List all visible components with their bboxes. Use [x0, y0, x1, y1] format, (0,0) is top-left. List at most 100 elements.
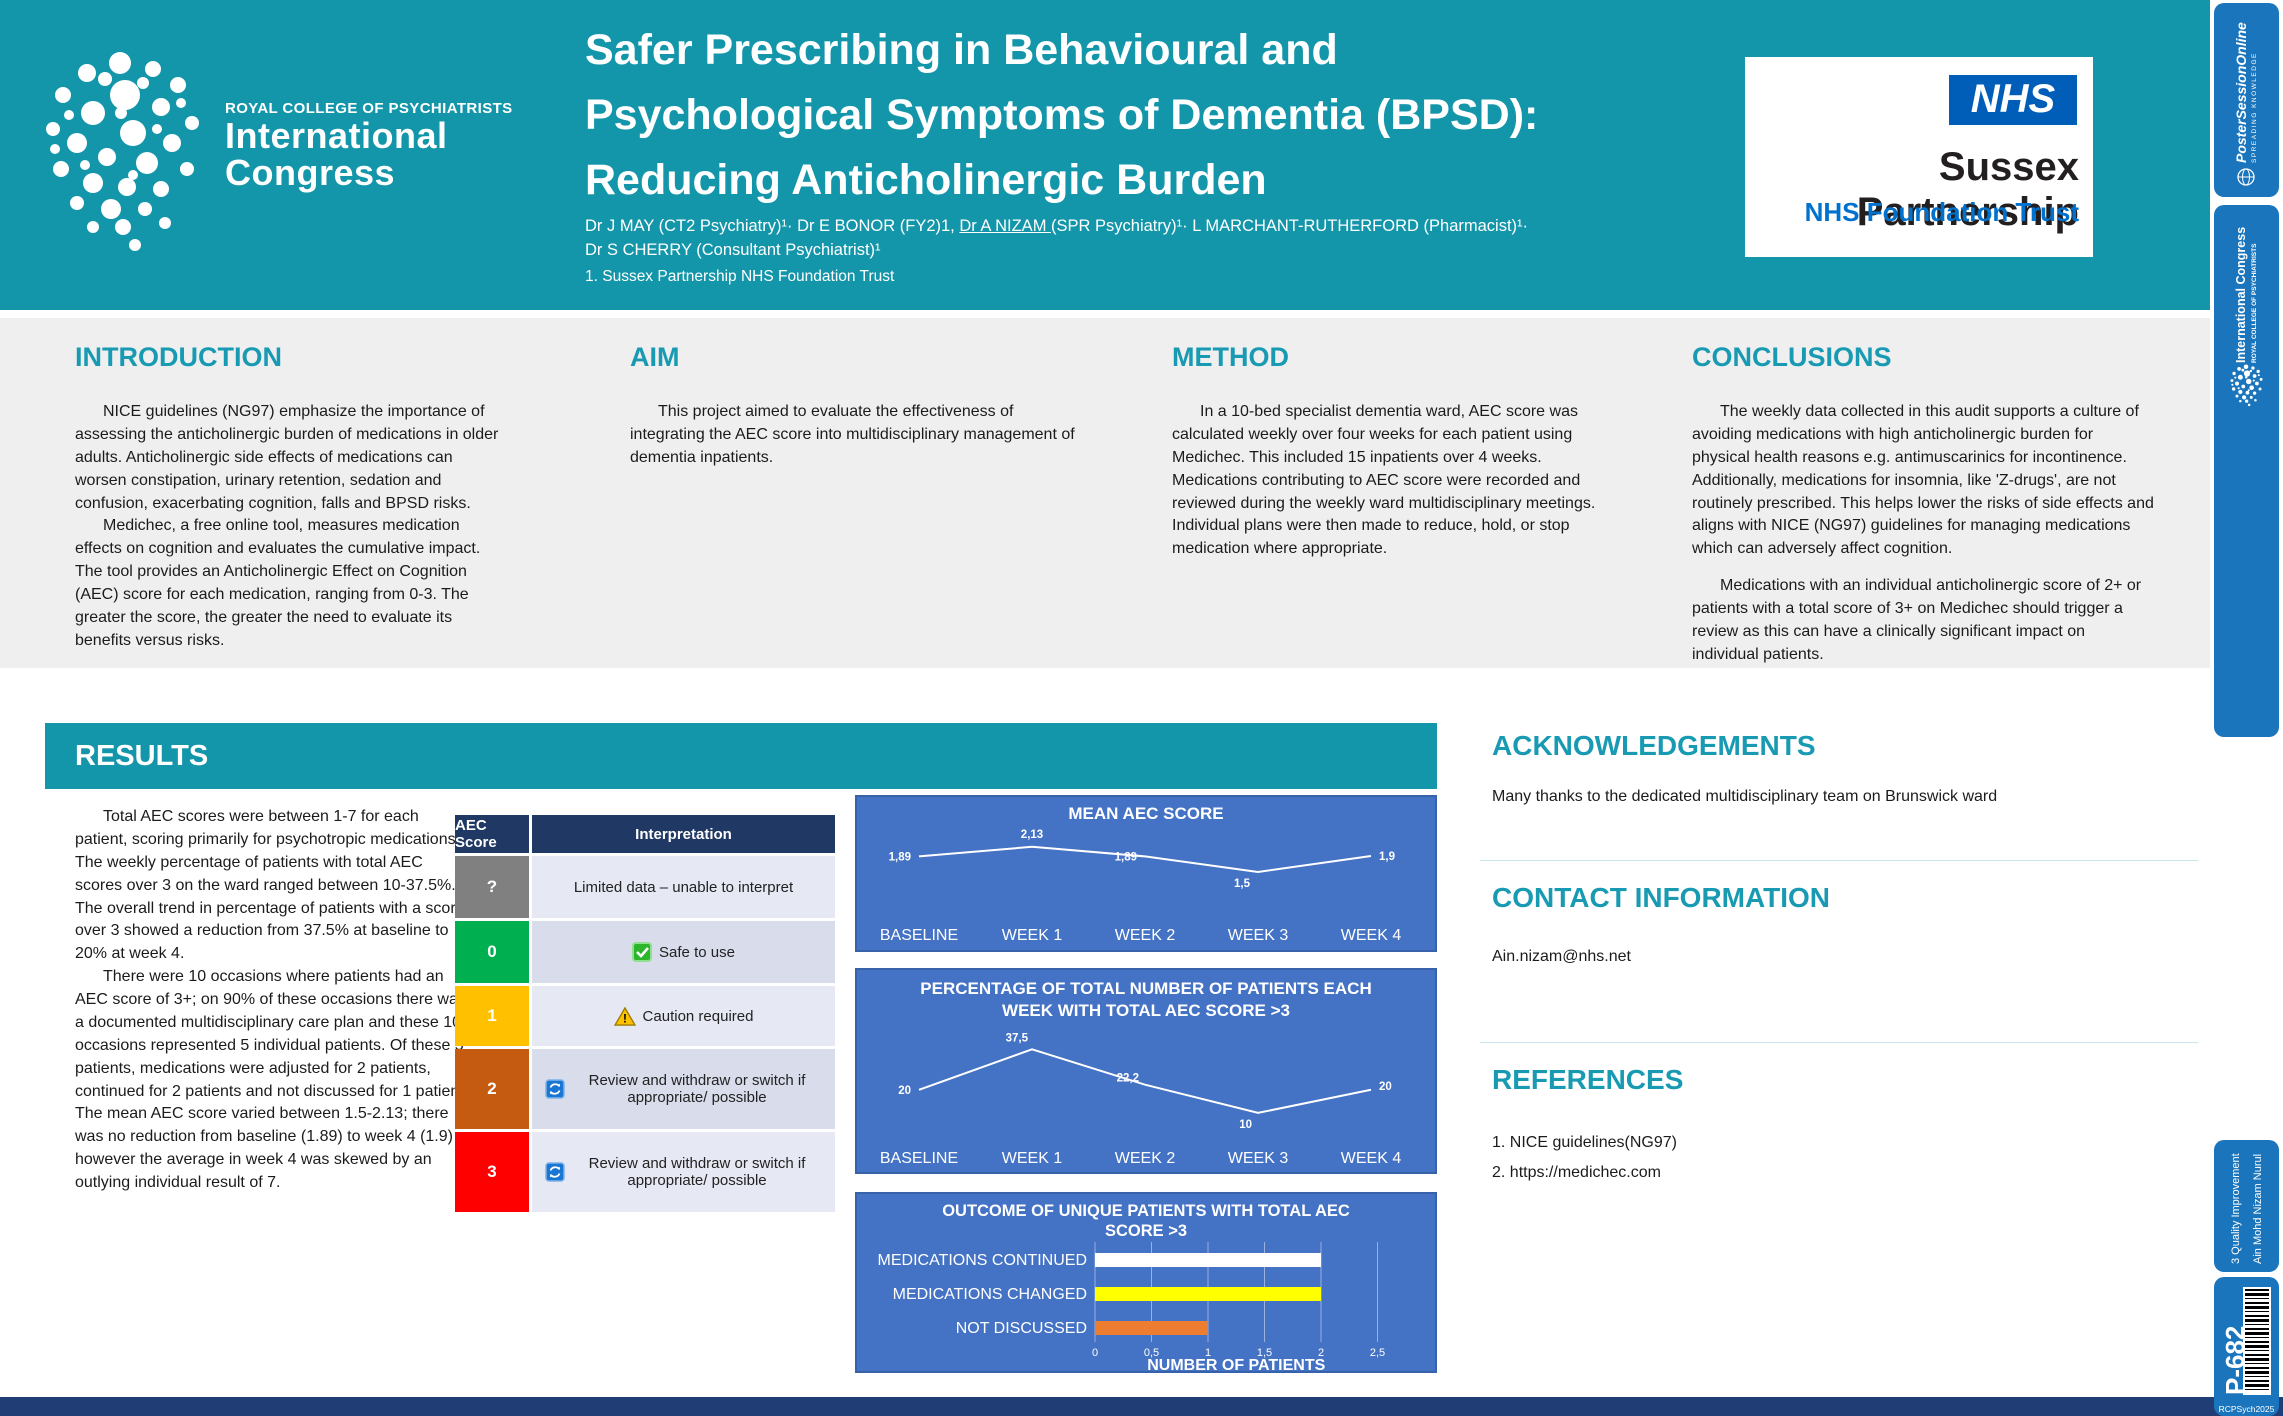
references-heading: REFERENCES [1492, 1064, 1684, 1095]
percentage-aec-over3-chart: PERCENTAGE OF TOTAL NUMBER OF PATIENTS E… [855, 968, 1437, 1174]
section-method: METHOD In a 10-bed specialist dementia w… [1172, 342, 1622, 561]
chart-title: WEEK WITH TOTAL AEC SCORE >3 [1002, 1001, 1290, 1020]
authors-line: Dr J MAY (CT2 Psychiatry)¹· Dr E BONOR (… [585, 214, 1735, 262]
data-point-label: 1,89 [1115, 851, 1137, 863]
results-heading-bar: RESULTS [45, 723, 1437, 789]
chart-canvas: OUTCOME OF UNIQUE PATIENTS WITH TOTAL AE… [878, 1202, 1386, 1374]
data-point-label: 1,9 [1379, 851, 1395, 863]
table-row: 3 Review and withdraw or switch if appro… [455, 1132, 835, 1212]
x-axis-tick-label: 1,5 [1257, 1347, 1272, 1359]
title-line-2: Psychological Symptoms of Dementia (BPSD… [585, 91, 1539, 139]
aec-score-cell: 0 [455, 921, 529, 983]
data-point-label: 1,89 [889, 851, 911, 863]
x-axis-label: WEEK 1 [1002, 1150, 1063, 1167]
data-point-label: 22,2 [1117, 1073, 1139, 1085]
congress-name-line2: Congress [225, 152, 396, 193]
x-axis-label: WEEK 3 [1228, 1150, 1289, 1167]
column-header-interpretation: Interpretation [532, 815, 835, 853]
title-line-1: Safer Prescribing in Behavioural and [585, 26, 1338, 74]
x-axis-title: NUMBER OF PATIENTS [1147, 1357, 1325, 1371]
check-icon [632, 942, 653, 962]
authors-line2: Dr S CHERRY (Consultant Psychiatrist)¹ [585, 241, 881, 259]
data-point-label: 20 [898, 1085, 911, 1097]
introduction-heading: INTRODUCTION [75, 342, 282, 372]
category-label: MEDICATIONS CONTINUED [878, 1252, 1087, 1269]
poster-number-badge: P-682 RCPSych2025 [2214, 1277, 2279, 1416]
authors-underlined: Dr A NIZAM [959, 217, 1052, 235]
congress-name-line1: International [225, 115, 448, 156]
x-axis-label: WEEK 4 [1341, 927, 1402, 944]
data-point-label: 2,13 [1021, 829, 1043, 841]
review-switch-icon [545, 1162, 565, 1182]
bar-medications-continued [1095, 1253, 1321, 1267]
chart-title: MEAN AEC SCORE [1068, 804, 1223, 823]
reference-item: 2. https://medichec.com [1492, 1164, 1661, 1181]
introduction-paragraph: NICE guidelines (NG97) emphasize the imp… [75, 403, 499, 512]
congress-brain-icon-small [2230, 364, 2263, 407]
table-row: 1 ! Caution required [455, 986, 835, 1046]
chart-title: PERCENTAGE OF TOTAL NUMBER OF PATIENTS E… [920, 979, 1371, 998]
column-header-aec-score: AEC Score [455, 815, 529, 853]
submitter-name: Ain Mohd Nizam Nurul [2251, 1153, 2264, 1264]
aec-score-cell: 3 [455, 1132, 529, 1212]
nhs-icon: NHS [1949, 75, 2077, 125]
contact-email: Ain.nizam@nhs.net [1492, 948, 1631, 965]
congress-college-label: ROYAL COLLEGE OF PSYCHIATRISTS [225, 100, 513, 117]
section-conclusions: CONCLUSIONS The weekly data collected in… [1692, 342, 2154, 667]
aec-score-cell: ? [455, 856, 529, 918]
x-axis-tick-label: 2,5 [1370, 1347, 1385, 1359]
aec-score-table: AEC Score Interpretation ? Limited data … [455, 815, 835, 1215]
category-label: NOT DISCUSSED [956, 1320, 1087, 1337]
aec-score-cell: 2 [455, 1049, 529, 1129]
method-paragraph: In a 10-bed specialist dementia ward, AE… [1172, 403, 1596, 558]
conclusions-heading: CONCLUSIONS [1692, 342, 1892, 372]
nhs-trust-name: NHS Foundation Trust [1804, 197, 2079, 227]
interpretation-text: Caution required [642, 1007, 754, 1025]
svg-text:!: ! [623, 1012, 627, 1025]
interpretation-text: Review and withdraw or switch if appropr… [588, 1072, 806, 1106]
chart-title: SCORE >3 [1105, 1222, 1187, 1240]
right-sidebar: PosterSessionOnline SPREADING KNOWLEDGE … [2210, 0, 2283, 1416]
x-axis-label: WEEK 2 [1115, 1150, 1176, 1167]
x-axis-label: WEEK 1 [1002, 927, 1063, 944]
x-axis-label: WEEK 4 [1341, 1150, 1402, 1167]
x-axis-label: BASELINE [880, 927, 958, 944]
submission-track-badge: 3 Quality Improvement Ain Mohd Nizam Nur… [2214, 1140, 2279, 1272]
bar-not-discussed [1095, 1321, 1208, 1335]
page-title: Safer Prescribing in Behavioural and Psy… [585, 18, 1735, 213]
table-row: ? Limited data – unable to interpret [455, 856, 835, 918]
section-introduction: INTRODUCTION NICE guidelines (NG97) emph… [75, 342, 507, 653]
x-axis-tick-label: 2 [1318, 1347, 1324, 1359]
x-axis-label: BASELINE [880, 1150, 958, 1167]
poster-session-online-logo: PosterSessionOnline [2232, 22, 2249, 163]
mean-aec-score-chart: MEAN AEC SCORE 1,89 2,13 1,89 1,5 1,9 BASELINE… [855, 795, 1437, 952]
track-label: 3 Quality Improvement [2229, 1153, 2242, 1264]
divider [1480, 1042, 2198, 1043]
congress-badge-name: International Congress [2233, 226, 2248, 363]
data-point-label: 10 [1239, 1119, 1252, 1131]
table-row: 2 Review and withdraw or switch if appro… [455, 1049, 835, 1129]
authors-pre: Dr J MAY (CT2 Psychiatry)¹· Dr E BONOR (… [585, 217, 960, 235]
conclusions-paragraph: Medications with an individual anticholi… [1692, 577, 2142, 663]
section-aim: AIM This project aimed to evaluate the e… [630, 342, 1080, 470]
aim-paragraph: This project aimed to evaluate the effec… [630, 403, 1075, 466]
congress-year-label: RCPSych2025 [2218, 1404, 2275, 1414]
acknowledgements-heading: ACKNOWLEDGEMENTS [1492, 730, 1816, 761]
x-axis-tick-label: 1 [1205, 1347, 1211, 1359]
outcome-unique-patients-chart: OUTCOME OF UNIQUE PATIENTS WITH TOTAL AE… [855, 1192, 1437, 1374]
globe-icon [2237, 168, 2255, 186]
congress-badge-college: ROYAL COLLEGE OF PSYCHIATRISTS [2250, 243, 2258, 363]
review-switch-icon [545, 1079, 565, 1099]
chart-line-series [918, 1048, 1372, 1114]
conclusions-paragraph: The weekly data collected in this audit … [1692, 403, 2154, 558]
method-heading: METHOD [1172, 342, 1289, 372]
category-label: MEDICATIONS CHANGED [893, 1286, 1087, 1303]
contact-heading: CONTACT INFORMATION [1492, 882, 1831, 913]
divider [1480, 860, 2198, 861]
header-band: ROYAL COLLEGE OF PSYCHIATRISTS Internati… [0, 0, 2210, 310]
x-axis-label: WEEK 2 [1115, 927, 1176, 944]
interpretation-text: Limited data – unable to interpret [573, 878, 794, 896]
x-axis-tick-label: 0,5 [1144, 1347, 1159, 1359]
results-paragraph: There were 10 occasions where patients h… [75, 968, 469, 1191]
